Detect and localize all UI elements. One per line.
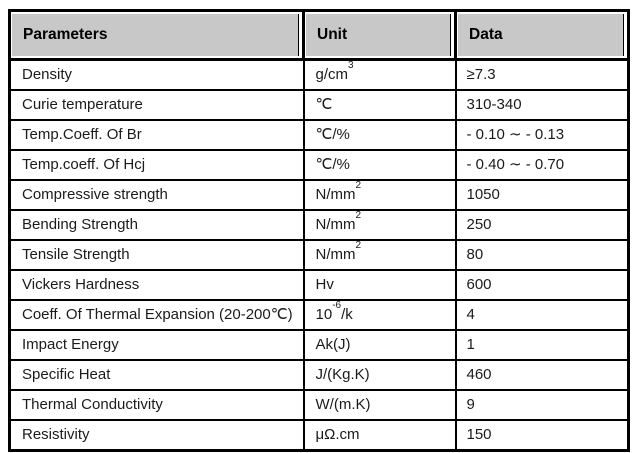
unit-base: g/cm: [315, 66, 349, 83]
unit-cell: Ak(J): [302, 329, 457, 361]
unit-cell: ℃/%: [302, 149, 457, 181]
unit-cell: N/mm2: [302, 209, 457, 241]
data-cell: 1050: [454, 179, 630, 211]
column-header-data: Data: [454, 10, 629, 61]
unit-cell: W/(m.K): [302, 389, 457, 421]
parameter-cell: Temp.coeff. Of Hcj: [8, 149, 305, 181]
unit-cell: N/mm2: [302, 179, 457, 211]
column-header-unit: Unit: [302, 10, 456, 61]
parameter-cell: Bending Strength: [8, 209, 305, 241]
unit-base: W/(m.K): [315, 396, 371, 413]
data-cell: - 0.40 ∼ - 0.70: [454, 149, 630, 181]
data-cell: 9: [454, 389, 630, 421]
data-cell: 4: [454, 299, 630, 331]
table-row-thermal-conductivity: Thermal Conductivity W/(m.K) 9: [8, 389, 630, 421]
data-cell: 1: [454, 329, 630, 361]
table-row-tensile-strength: Tensile Strength N/mm2 80: [8, 239, 630, 271]
parameter-cell: Resistivity: [8, 419, 305, 452]
table-row-density: Density g/cm3 ≥7.3: [8, 58, 630, 91]
table-row-temp-coeff-hcj: Temp.coeff. Of Hcj ℃/% - 0.40 ∼ - 0.70: [8, 149, 630, 181]
unit-cell: ℃/%: [302, 119, 457, 151]
unit-cell: Hv: [302, 269, 457, 301]
column-header-unit-label: Unit: [306, 14, 451, 56]
parameter-cell: Coeff. Of Thermal Expansion (20-200℃): [8, 299, 305, 331]
table-row-compressive-strength: Compressive strength N/mm2 1050: [8, 179, 630, 211]
table-row-vickers-hardness: Vickers Hardness Hv 600: [8, 269, 630, 301]
parameter-cell: Temp.Coeff. Of Br: [8, 119, 305, 151]
data-cell: ≥7.3: [454, 58, 630, 91]
unit-cell: 10-6/k: [302, 299, 457, 331]
unit-base: 10: [315, 306, 333, 323]
properties-table: Parameters Unit Data Density g/cm3 ≥7.3 …: [8, 9, 630, 452]
unit-cell: N/mm2: [302, 239, 457, 271]
table-header-row: Parameters Unit Data: [9, 10, 629, 61]
unit-base: ℃/%: [315, 126, 350, 143]
table-row-curie-temperature: Curie temperature ℃ 310-340: [8, 89, 630, 121]
unit-base: N/mm: [315, 246, 356, 263]
unit-superscript: 2: [355, 210, 362, 221]
unit-cell: ℃: [302, 89, 457, 121]
unit-base: ℃/%: [315, 156, 350, 173]
data-cell: 150: [454, 419, 630, 452]
data-cell: 80: [454, 239, 630, 271]
parameter-cell: Tensile Strength: [8, 239, 305, 271]
parameter-cell: Density: [8, 58, 305, 91]
unit-superscript: 3: [348, 60, 354, 71]
data-cell: 250: [454, 209, 630, 241]
table-row-specific-heat: Specific Heat J/(Kg.K) 460: [8, 359, 630, 391]
parameter-cell: Vickers Hardness: [8, 269, 305, 301]
data-cell: - 0.10 ∼ - 0.13: [454, 119, 630, 151]
unit-cell: J/(Kg.K): [302, 359, 457, 391]
table-row-thermal-expansion: Coeff. Of Thermal Expansion (20-200℃) 10…: [8, 299, 630, 331]
table-row-bending-strength: Bending Strength N/mm2 250: [8, 209, 630, 241]
parameter-cell: Compressive strength: [8, 179, 305, 211]
unit-base: Ak(J): [315, 336, 351, 353]
column-header-parameters-label: Parameters: [12, 14, 299, 56]
data-cell: 600: [454, 269, 630, 301]
unit-cell: g/cm3: [302, 58, 457, 91]
unit-superscript: -6: [332, 300, 342, 311]
unit-base: N/mm: [315, 186, 356, 203]
unit-superscript: 2: [355, 240, 362, 251]
unit-base: Hv: [315, 276, 334, 293]
data-cell: 460: [454, 359, 630, 391]
column-header-parameters: Parameters: [9, 10, 304, 61]
parameter-cell: Curie temperature: [8, 89, 305, 121]
unit-base: N/mm: [315, 216, 356, 233]
unit-tail: /k: [341, 306, 353, 323]
table-row-resistivity: Resistivity μΩ.cm 150: [8, 419, 630, 452]
unit-cell: μΩ.cm: [302, 419, 457, 452]
unit-superscript: 2: [355, 180, 362, 191]
table-row-impact-energy: Impact Energy Ak(J) 1: [8, 329, 630, 361]
parameter-cell: Impact Energy: [8, 329, 305, 361]
table-row-temp-coeff-br: Temp.Coeff. Of Br ℃/% - 0.10 ∼ - 0.13: [8, 119, 630, 151]
data-cell: 310-340: [454, 89, 630, 121]
parameter-cell: Specific Heat: [8, 359, 305, 391]
unit-base: ℃: [315, 96, 333, 113]
parameter-cell: Thermal Conductivity: [8, 389, 305, 421]
unit-base: μΩ.cm: [315, 426, 360, 443]
column-header-data-label: Data: [458, 14, 624, 56]
unit-base: J/(Kg.K): [315, 366, 370, 383]
